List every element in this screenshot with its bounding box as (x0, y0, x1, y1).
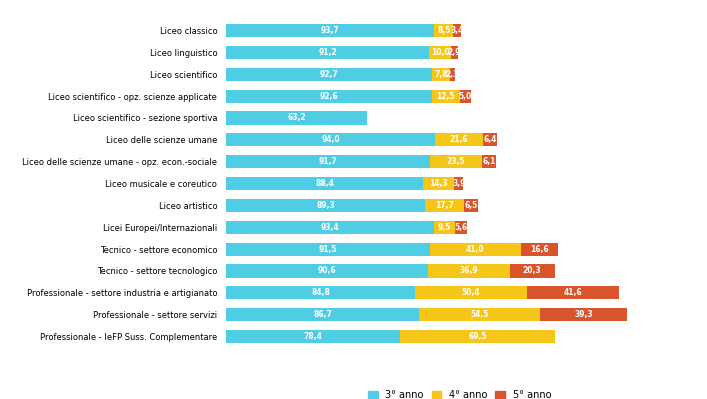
Text: 94,0: 94,0 (322, 135, 340, 144)
Text: 5,6: 5,6 (455, 223, 468, 232)
Text: 17,7: 17,7 (435, 201, 454, 210)
Bar (423, 177, 455, 190)
Text: 2,9: 2,9 (448, 48, 461, 57)
Bar (226, 243, 430, 256)
Bar (429, 46, 451, 59)
Bar (520, 243, 558, 256)
Text: 3,9: 3,9 (452, 179, 465, 188)
Text: 39,3: 39,3 (574, 310, 593, 319)
Text: 69,5: 69,5 (469, 332, 487, 341)
Bar (226, 221, 434, 234)
Text: 86,7: 86,7 (313, 310, 332, 319)
Text: 10,0: 10,0 (431, 48, 450, 57)
Text: 12,5: 12,5 (437, 92, 455, 101)
Text: 92,6: 92,6 (320, 92, 339, 101)
Bar (451, 46, 457, 59)
Bar (428, 265, 510, 278)
Text: 3,4: 3,4 (450, 26, 464, 35)
Text: 54,5: 54,5 (470, 310, 489, 319)
Bar (483, 133, 497, 146)
Bar (455, 221, 467, 234)
Text: 6,1: 6,1 (482, 157, 496, 166)
Bar (453, 24, 461, 37)
Text: 8,5: 8,5 (437, 26, 450, 35)
Bar (226, 89, 432, 103)
Text: 41,0: 41,0 (466, 245, 484, 254)
Text: 63,2: 63,2 (287, 113, 305, 122)
Text: 84,8: 84,8 (311, 288, 330, 297)
Bar (430, 243, 520, 256)
Text: 78,4: 78,4 (304, 332, 323, 341)
Bar (226, 111, 367, 124)
Text: 92,7: 92,7 (320, 70, 339, 79)
Bar (455, 177, 463, 190)
Text: 2,3: 2,3 (445, 70, 459, 79)
Bar (226, 68, 432, 81)
Text: 91,7: 91,7 (319, 157, 337, 166)
Bar (432, 68, 450, 81)
Text: 5,0: 5,0 (459, 92, 472, 101)
Bar (482, 155, 496, 168)
Bar (432, 89, 460, 103)
Bar (226, 286, 415, 299)
Bar (540, 308, 627, 321)
Text: 90,6: 90,6 (317, 267, 337, 275)
Text: 89,3: 89,3 (316, 201, 335, 210)
Bar (226, 155, 430, 168)
Bar (415, 286, 527, 299)
Bar (434, 221, 455, 234)
Bar (419, 308, 540, 321)
Bar (434, 24, 453, 37)
Text: 20,3: 20,3 (522, 267, 542, 275)
Bar (226, 24, 434, 37)
Bar (430, 155, 482, 168)
Bar (435, 133, 483, 146)
Text: 6,4: 6,4 (484, 135, 497, 144)
Text: 41,6: 41,6 (563, 288, 582, 297)
Text: 88,4: 88,4 (315, 179, 334, 188)
Text: 91,2: 91,2 (318, 48, 337, 57)
Text: 21,6: 21,6 (450, 135, 469, 144)
Bar (226, 199, 425, 212)
Bar (226, 308, 419, 321)
Text: 9,5: 9,5 (438, 223, 451, 232)
Bar (464, 199, 479, 212)
Text: 7,8: 7,8 (434, 70, 448, 79)
Text: 23,5: 23,5 (447, 157, 465, 166)
Bar (226, 265, 428, 278)
Text: 93,4: 93,4 (321, 223, 339, 232)
Bar (400, 330, 555, 343)
Bar (450, 68, 455, 81)
Text: 14,3: 14,3 (429, 179, 448, 188)
Legend: 3° anno, 4° anno, 5° anno: 3° anno, 4° anno, 5° anno (365, 387, 554, 399)
Bar (425, 199, 464, 212)
Text: 50,4: 50,4 (462, 288, 480, 297)
Bar (510, 265, 555, 278)
Bar (226, 177, 423, 190)
Bar (226, 330, 400, 343)
Bar (226, 46, 429, 59)
Text: 93,7: 93,7 (321, 26, 340, 35)
Bar (460, 89, 471, 103)
Text: 91,5: 91,5 (319, 245, 337, 254)
Text: 36,9: 36,9 (460, 267, 478, 275)
Bar (226, 133, 435, 146)
Bar (527, 286, 619, 299)
Text: 16,6: 16,6 (530, 245, 549, 254)
Text: 6,5: 6,5 (464, 201, 478, 210)
